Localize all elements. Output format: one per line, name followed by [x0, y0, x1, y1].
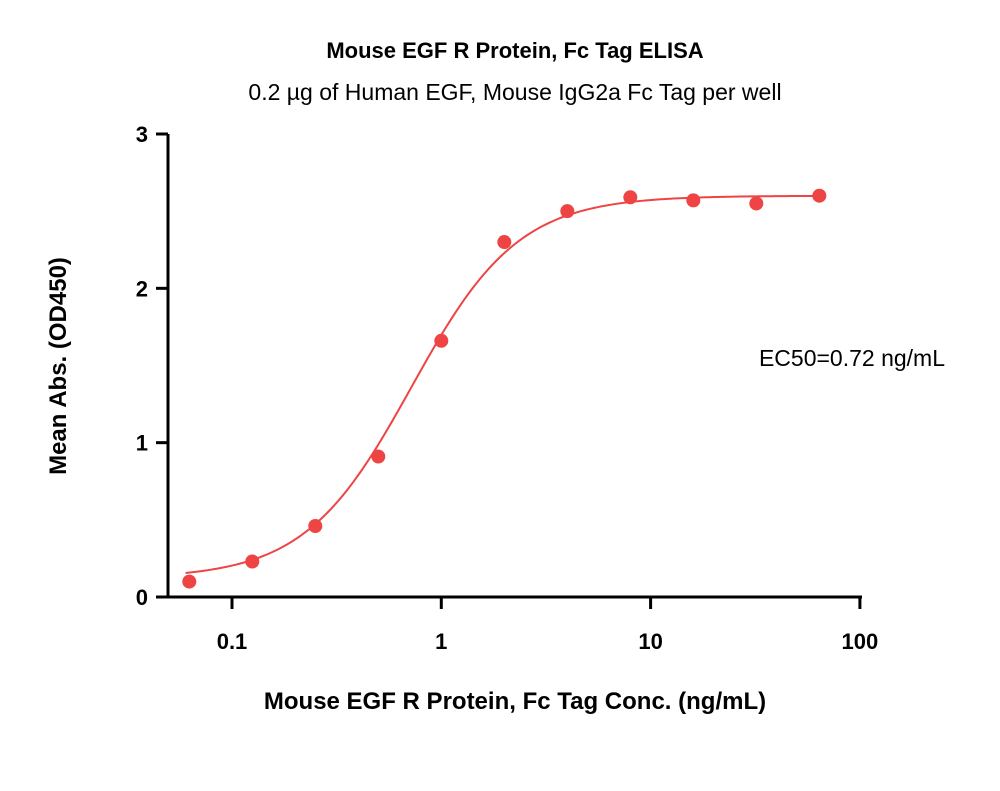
x-axis-label: Mouse EGF R Protein, Fc Tag Conc. (ng/mL… — [264, 688, 766, 715]
data-point — [623, 190, 638, 205]
fit-curve — [185, 194, 820, 574]
x-tick-label: 1 — [435, 629, 447, 654]
y-tick-label: 0 — [136, 585, 148, 610]
data-point — [308, 519, 323, 534]
chart-subtitle: 0.2 µg of Human EGF, Mouse IgG2a Fc Tag … — [248, 79, 781, 105]
y-tick-label: 3 — [136, 122, 148, 147]
data-point — [245, 554, 260, 569]
data-point — [686, 193, 701, 208]
y-ticks: 0 1 2 3 — [136, 122, 168, 610]
data-point — [182, 574, 197, 589]
x-ticks: 0.1 1 10 100 — [217, 597, 879, 654]
y-tick-label: 1 — [136, 431, 148, 456]
x-tick-label: 10 — [638, 629, 662, 654]
data-point — [812, 188, 827, 203]
data-point — [434, 333, 449, 348]
plot-area: 0 1 2 3 0.1 1 10 100 — [136, 122, 879, 654]
y-tick-label: 2 — [136, 276, 148, 301]
data-point — [560, 204, 575, 219]
x-tick-label: 0.1 — [217, 629, 248, 654]
data-point — [749, 196, 764, 211]
y-axis-label: Mean Abs. (OD450) — [45, 257, 72, 475]
data-point — [497, 235, 512, 250]
data-points — [182, 188, 827, 589]
chart-title: Mouse EGF R Protein, Fc Tag ELISA — [326, 38, 703, 63]
ec50-annotation: EC50=0.72 ng/mL — [759, 345, 945, 371]
data-point — [371, 449, 386, 464]
x-tick-label: 100 — [842, 629, 879, 654]
